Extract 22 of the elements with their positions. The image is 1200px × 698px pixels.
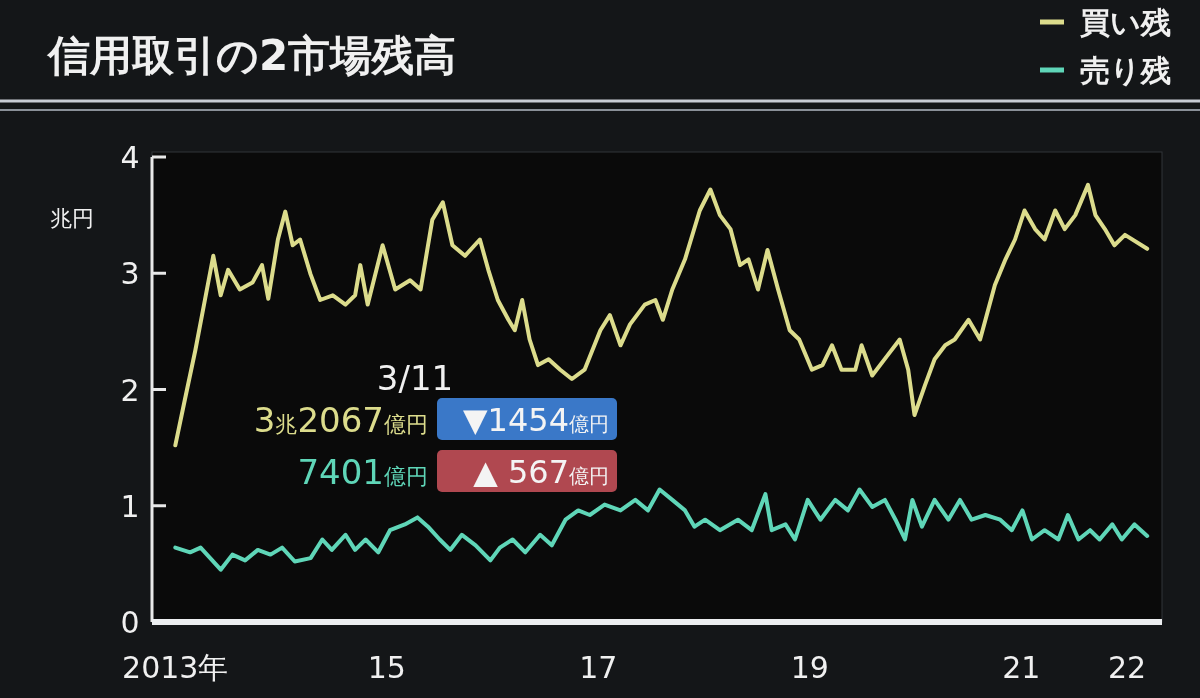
annotation: ▲ 567億円 [473, 453, 609, 491]
y-tick-label: 0 [120, 605, 140, 640]
annotation: 3兆2067億円 [253, 400, 428, 440]
y-tick-label: 4 [120, 140, 140, 175]
x-tick-label: 2013年 [122, 650, 229, 685]
x-tick-label: 17 [579, 650, 618, 685]
line-series [173, 182, 1150, 448]
legend-label: 買い残 [1080, 5, 1171, 40]
annotation: ▼1454億円 [462, 401, 609, 439]
chart-title: 信用取引の2市場残高 [46, 31, 457, 80]
y-axis-title: 兆円 [50, 206, 94, 231]
y-tick-label: 2 [120, 372, 140, 408]
x-tick-label: 21 [1002, 650, 1041, 685]
x-tick-label: 19 [790, 650, 829, 685]
x-tick-label: 15 [367, 650, 406, 685]
annotation: 7401億円 [297, 452, 428, 492]
legend-label: 売り残 [1080, 53, 1171, 88]
y-tick-label: 3 [120, 256, 140, 292]
x-tick-label: 22 [1108, 650, 1147, 685]
line-series [173, 487, 1150, 572]
y-tick-label: 1 [120, 488, 140, 524]
annotation: 3/11 [376, 358, 454, 398]
